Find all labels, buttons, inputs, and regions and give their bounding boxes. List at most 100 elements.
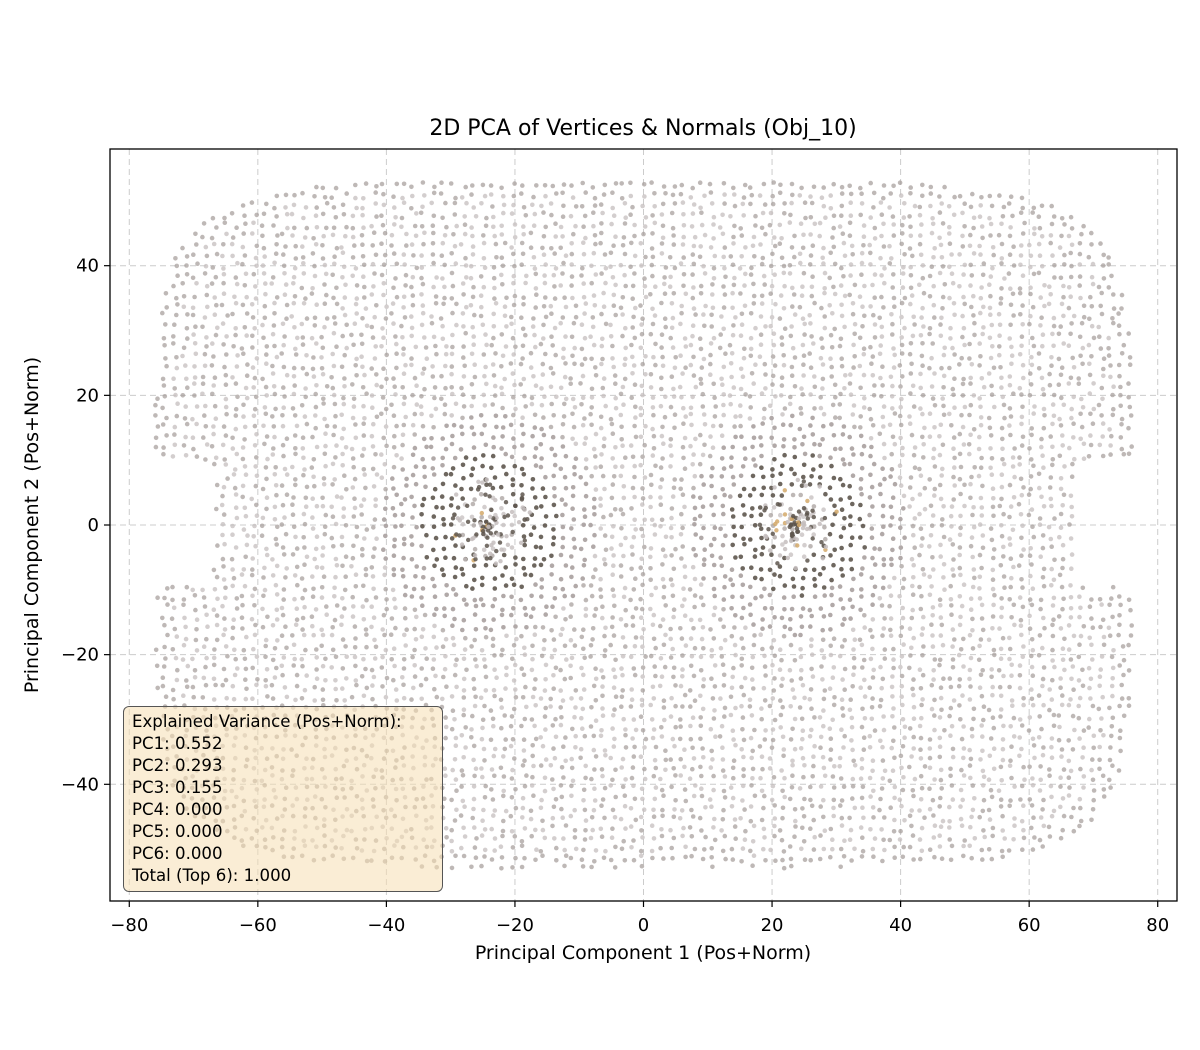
scatter-point — [690, 272, 695, 277]
scatter-point — [310, 286, 315, 291]
scatter-point — [798, 405, 803, 411]
scatter-point — [589, 593, 595, 599]
scatter-point — [549, 628, 554, 633]
scatter-point — [613, 395, 618, 401]
scatter-point — [589, 405, 594, 410]
scatter-point — [569, 793, 574, 799]
scatter-point — [678, 756, 683, 762]
scatter-point — [185, 336, 190, 341]
scatter-point — [881, 404, 887, 409]
scatter-point — [461, 707, 467, 712]
scatter-point — [261, 245, 267, 251]
scatter-point — [332, 261, 337, 267]
scatter-point — [630, 204, 635, 210]
scatter-point — [629, 687, 634, 692]
scatter-point — [423, 676, 429, 682]
scatter-point — [479, 582, 485, 588]
scatter-point — [360, 546, 365, 552]
scatter-point — [640, 502, 645, 507]
scatter-point — [829, 585, 835, 591]
scatter-point — [204, 636, 209, 642]
scatter-point — [273, 251, 279, 256]
scatter-point — [354, 534, 360, 539]
scatter-point — [354, 311, 360, 316]
scatter-point — [190, 305, 196, 311]
scatter-point — [562, 295, 567, 301]
scatter-point — [750, 654, 756, 660]
scatter-point — [391, 321, 396, 326]
scatter-point — [433, 673, 438, 679]
scatter-point — [613, 657, 618, 663]
scatter-point — [633, 527, 638, 532]
scatter-point — [551, 272, 557, 278]
scatter-point — [669, 506, 675, 511]
scatter-point — [390, 506, 396, 511]
scatter-point — [499, 223, 505, 229]
scatter-point — [562, 863, 567, 869]
scatter-point — [261, 423, 266, 429]
scatter-point — [628, 212, 633, 217]
scatter-point — [800, 392, 805, 397]
scatter-point — [461, 324, 466, 329]
scatter-point — [155, 595, 160, 600]
scatter-point — [623, 826, 628, 831]
scatter-point — [459, 733, 465, 738]
scatter-point — [381, 435, 387, 441]
scatter-point — [211, 567, 217, 573]
scatter-point — [219, 502, 225, 508]
scatter-point — [223, 677, 229, 683]
scatter-point — [432, 583, 437, 589]
scatter-point — [234, 515, 240, 521]
scatter-point — [862, 677, 867, 683]
scatter-point — [699, 828, 704, 833]
scatter-point — [572, 828, 578, 833]
scatter-point — [324, 225, 329, 231]
scatter-point — [249, 572, 255, 578]
scatter-point — [592, 859, 597, 864]
scatter-point — [532, 723, 537, 729]
scatter-point — [862, 625, 867, 630]
scatter-point — [552, 647, 558, 653]
scatter-point — [532, 266, 538, 271]
scatter-point — [543, 757, 549, 762]
scatter-point — [592, 613, 597, 618]
scatter-point — [782, 775, 787, 781]
scatter-point — [483, 626, 488, 631]
scatter-point — [659, 375, 664, 381]
scatter-point — [822, 525, 827, 530]
scatter-point — [757, 744, 763, 749]
scatter-point — [639, 526, 644, 532]
scatter-point — [175, 302, 180, 307]
scatter-point — [669, 301, 675, 306]
scatter-point — [847, 381, 853, 386]
scatter-point — [692, 593, 698, 598]
scatter-point — [460, 773, 466, 778]
scatter-point — [840, 706, 845, 711]
scatter-point — [554, 845, 559, 851]
scatter-point — [381, 292, 386, 298]
scatter-point — [204, 253, 210, 259]
scatter-point — [353, 266, 359, 271]
scatter-point — [622, 272, 627, 278]
scatter-point — [572, 627, 577, 632]
scatter-point — [772, 717, 778, 723]
scatter-point — [450, 466, 456, 471]
scatter-point — [464, 275, 469, 280]
scatter-point — [772, 615, 777, 620]
scatter-point — [491, 723, 496, 729]
scatter-point — [538, 545, 543, 550]
scatter-point — [810, 243, 816, 248]
scatter-point — [404, 483, 409, 488]
scatter-point — [712, 395, 717, 401]
scatter-point — [419, 322, 425, 328]
scatter-point — [838, 476, 843, 482]
scatter-point — [560, 524, 566, 530]
scatter-point — [807, 607, 813, 613]
scatter-point — [643, 372, 648, 377]
scatter-point — [492, 475, 498, 480]
scatter-point — [683, 643, 689, 648]
scatter-point — [359, 341, 365, 347]
scatter-point — [643, 294, 649, 300]
scatter-point — [828, 747, 834, 752]
scatter-point — [723, 856, 728, 862]
